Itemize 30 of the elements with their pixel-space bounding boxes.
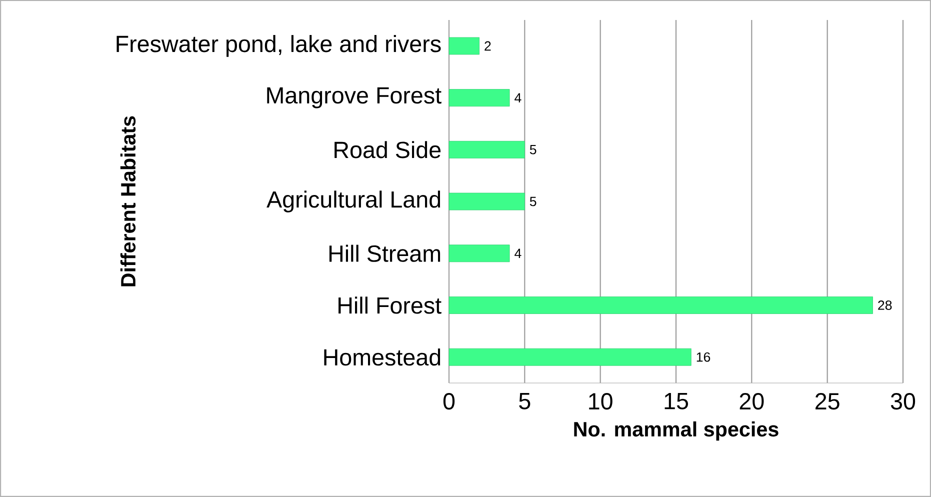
y-tick-label: Homestead	[324, 348, 440, 366]
bar	[448, 37, 480, 55]
data-label: 4	[514, 248, 522, 258]
data-label: 4	[514, 93, 522, 102]
y-axis-title: Different Habitats	[120, 116, 136, 286]
y-tick-label: Hill Stream	[329, 244, 440, 262]
x-tick-label: 25	[816, 393, 840, 410]
bar	[448, 192, 525, 210]
y-tick-label: Agricultural Land	[266, 190, 440, 212]
x-tick-label: 30	[890, 393, 916, 410]
y-tick-label: Freswater pond, lake and rivers	[116, 35, 441, 57]
x-tick-label: 0	[443, 393, 455, 410]
y-tick-label: Hill Forest	[338, 296, 442, 314]
y-tick-label: Road Side	[334, 141, 441, 158]
data-label: 5	[530, 144, 536, 154]
data-label: 2	[484, 41, 491, 51]
bar	[448, 140, 525, 158]
bar	[448, 296, 873, 314]
bar	[448, 244, 510, 262]
x-tick-label: 10	[589, 393, 612, 410]
bar	[448, 89, 510, 106]
bar	[448, 348, 692, 366]
x-tick-label: 20	[740, 393, 764, 410]
x-axis-title: No. mammal species	[574, 421, 778, 441]
data-label: 16	[696, 352, 710, 362]
data-label: 5	[530, 196, 536, 206]
x-tick-label: 5	[519, 393, 530, 410]
x-tick-label: 15	[664, 393, 688, 410]
y-tick-label: Mangrove Forest	[267, 87, 442, 108]
data-label: 28	[878, 300, 892, 310]
